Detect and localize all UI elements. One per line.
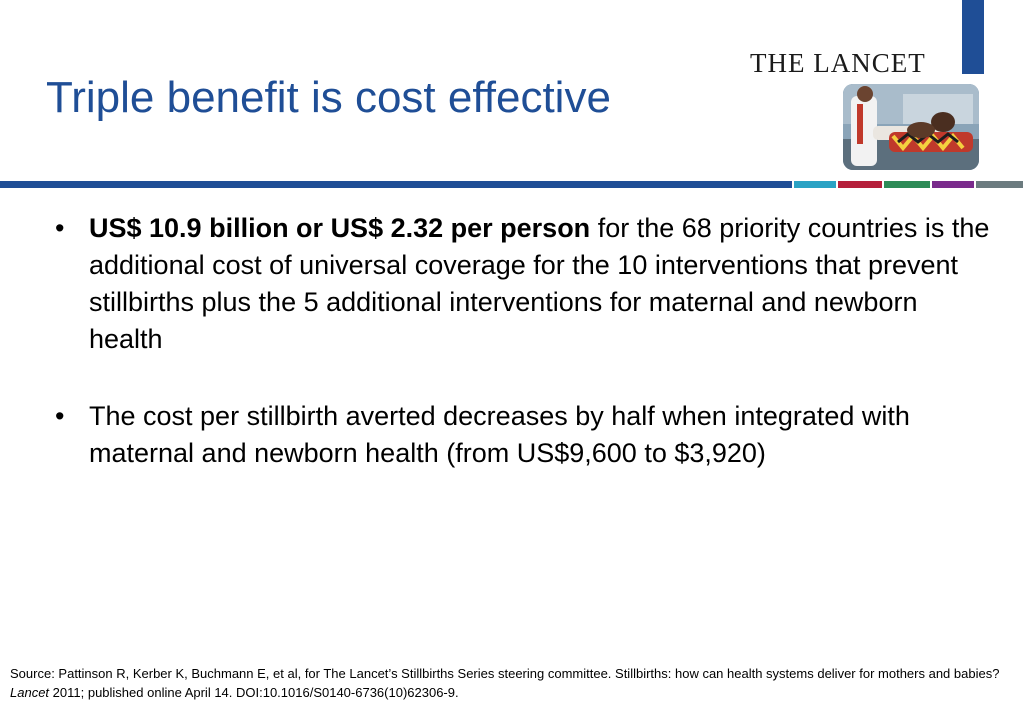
bullet-text: The cost per stillbirth averted decrease… <box>89 401 910 468</box>
slide-title: Triple benefit is cost effective <box>46 73 611 122</box>
bullet-marker: • <box>55 213 65 243</box>
source-suffix: 2011; published online April 14. DOI:10.… <box>49 685 459 700</box>
photo-illustration <box>843 84 979 170</box>
source-journal: Lancet <box>10 685 50 700</box>
bullet-item: • US$ 10.9 billion or US$ 2.32 per perso… <box>55 210 990 358</box>
lancet-logo: THE LANCET <box>750 48 926 78</box>
source-prefix: Source: Pattinson R, Kerber K, Buchmann … <box>10 666 1000 681</box>
bullet-item: • The cost per stillbirth averted decrea… <box>55 398 990 472</box>
logo-accent-bar <box>962 0 984 74</box>
source-citation: Source: Pattinson R, Kerber K, Buchmann … <box>10 664 1010 702</box>
header-photo <box>843 84 979 170</box>
bullet-list: • US$ 10.9 billion or US$ 2.32 per perso… <box>55 210 990 512</box>
header-divider <box>0 181 1023 188</box>
bullet-text: for the 68 priority countries is the add… <box>89 213 990 354</box>
bullet-bold-text: US$ 10.9 billion or US$ 2.32 per person <box>89 213 591 243</box>
bullet-marker: • <box>55 401 65 431</box>
